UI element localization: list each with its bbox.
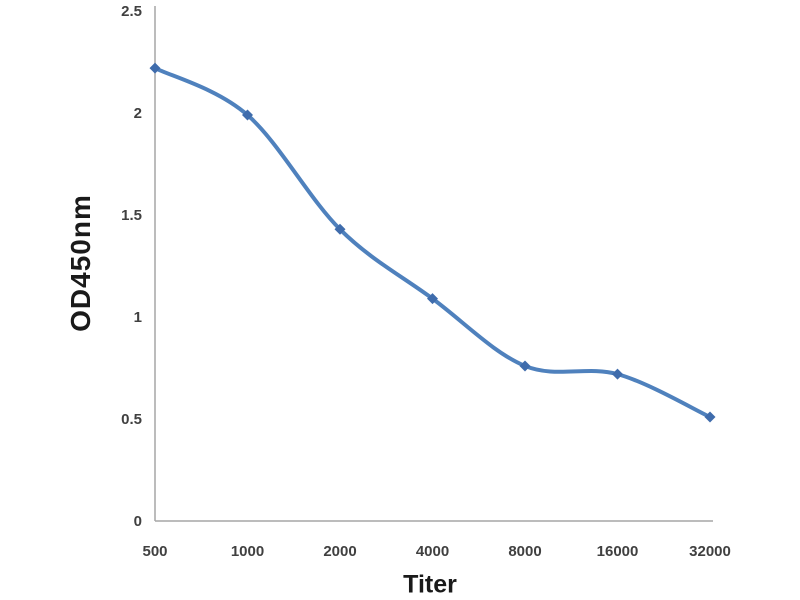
data-point-marker bbox=[334, 223, 346, 235]
data-point-marker bbox=[519, 360, 531, 372]
data-point-marker bbox=[704, 411, 716, 423]
x-tick-label: 1000 bbox=[231, 543, 264, 560]
data-point-marker bbox=[427, 293, 438, 305]
y-tick-label: 1.5 bbox=[121, 207, 142, 224]
x-tick-label: 2000 bbox=[323, 543, 356, 560]
y-tick-label: 2 bbox=[134, 105, 142, 122]
y-tick-label: 1 bbox=[134, 309, 142, 326]
y-tick-label: 0 bbox=[134, 513, 142, 530]
data-point-marker bbox=[612, 368, 623, 380]
x-tick-label: 32000 bbox=[689, 543, 731, 560]
y-tick-label: 2.5 bbox=[121, 3, 142, 20]
x-tick-label: 500 bbox=[142, 543, 167, 560]
y-axis-title: OD450nm bbox=[65, 194, 96, 332]
data-point-marker bbox=[149, 62, 161, 74]
x-tick-label: 4000 bbox=[416, 543, 449, 560]
series-line bbox=[153, 66, 712, 419]
x-axis-title: Titer bbox=[403, 570, 457, 599]
y-tick-label: 0.5 bbox=[121, 411, 142, 428]
x-tick-label: 8000 bbox=[508, 543, 541, 560]
x-tick-label: 16000 bbox=[597, 543, 639, 560]
data-point-marker bbox=[242, 109, 253, 121]
